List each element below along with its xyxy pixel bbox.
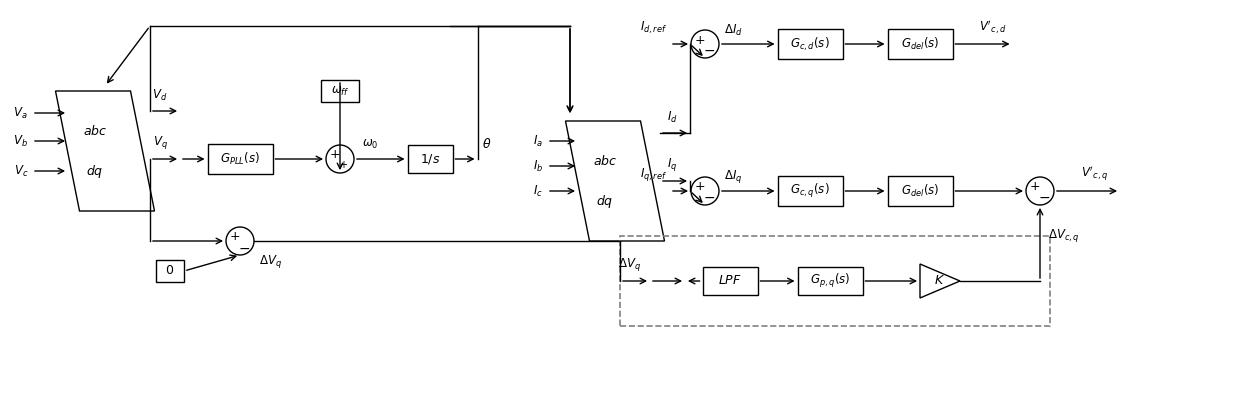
Bar xyxy=(888,29,952,59)
Text: $\Delta I_q$: $\Delta I_q$ xyxy=(724,168,743,185)
Text: $I_q$: $I_q$ xyxy=(667,156,677,173)
Text: $\omega_0$: $\omega_0$ xyxy=(362,138,378,151)
Polygon shape xyxy=(920,264,960,298)
Text: $-$: $-$ xyxy=(703,190,715,204)
Bar xyxy=(156,260,184,282)
Text: $\Delta V_q$: $\Delta V_q$ xyxy=(259,253,281,270)
Text: $+$: $+$ xyxy=(1029,180,1040,194)
Text: $G_{PLL}(s)$: $G_{PLL}(s)$ xyxy=(219,151,260,167)
Text: $\Delta V_q$: $\Delta V_q$ xyxy=(618,256,641,273)
Text: $dq$: $dq$ xyxy=(87,162,104,180)
Text: $I_{d,ref}$: $I_{d,ref}$ xyxy=(640,20,667,36)
Text: $+$: $+$ xyxy=(694,180,706,194)
Text: $I_{q,ref}$: $I_{q,ref}$ xyxy=(640,166,667,183)
Circle shape xyxy=(691,177,719,205)
Text: $LPF$: $LPF$ xyxy=(718,275,742,288)
Text: $dq$: $dq$ xyxy=(596,192,614,209)
Text: $+$: $+$ xyxy=(229,231,241,243)
Circle shape xyxy=(326,145,353,173)
Text: $V'_{c,q}$: $V'_{c,q}$ xyxy=(1081,164,1109,183)
Polygon shape xyxy=(56,91,155,211)
Text: $G_{del}(s)$: $G_{del}(s)$ xyxy=(900,36,939,52)
Text: $V_b$: $V_b$ xyxy=(14,134,29,148)
Text: $G_{del}(s)$: $G_{del}(s)$ xyxy=(900,183,939,199)
Text: $-$: $-$ xyxy=(703,43,715,57)
Text: $G_{c,d}(s)$: $G_{c,d}(s)$ xyxy=(790,35,830,53)
Text: $V_c$: $V_c$ xyxy=(14,164,29,178)
Circle shape xyxy=(226,227,254,255)
Text: $1/s$: $1/s$ xyxy=(420,152,440,166)
Text: $+$: $+$ xyxy=(694,34,706,47)
Bar xyxy=(321,80,360,102)
Text: $G_{c,q}(s)$: $G_{c,q}(s)$ xyxy=(790,182,830,200)
Text: $abc$: $abc$ xyxy=(83,124,107,138)
Circle shape xyxy=(691,30,719,58)
Text: $+$: $+$ xyxy=(340,158,348,170)
Bar xyxy=(888,176,952,206)
Bar xyxy=(777,29,842,59)
Text: $I_b$: $I_b$ xyxy=(533,158,543,174)
Text: $V'_{c,d}$: $V'_{c,d}$ xyxy=(978,18,1007,36)
Bar xyxy=(207,144,273,174)
Bar xyxy=(777,176,842,206)
Text: $0$: $0$ xyxy=(165,265,175,277)
Bar xyxy=(797,267,863,295)
Text: $\theta$: $\theta$ xyxy=(482,137,492,151)
Polygon shape xyxy=(565,121,665,241)
Text: $I_d$: $I_d$ xyxy=(667,110,677,125)
Text: $G_{p,q}(s)$: $G_{p,q}(s)$ xyxy=(810,272,851,290)
Text: $-$: $-$ xyxy=(238,241,250,255)
Bar xyxy=(620,236,1050,326)
Text: $\Delta I_d$: $\Delta I_d$ xyxy=(724,23,743,38)
Text: $I_c$: $I_c$ xyxy=(533,183,543,198)
Text: $abc$: $abc$ xyxy=(593,154,618,168)
Bar xyxy=(703,267,758,295)
Text: $V_q$: $V_q$ xyxy=(153,134,167,151)
Text: $K$: $K$ xyxy=(935,275,946,288)
Text: $V_d$: $V_d$ xyxy=(153,88,167,103)
Text: $-$: $-$ xyxy=(1038,190,1050,204)
Text: $\omega_{ff}$: $\omega_{ff}$ xyxy=(331,85,350,97)
Bar xyxy=(408,145,453,173)
Text: $\Delta V_{c,q}$: $\Delta V_{c,q}$ xyxy=(1048,227,1080,245)
Text: $+$: $+$ xyxy=(330,148,341,162)
Text: $I_a$: $I_a$ xyxy=(533,134,543,148)
Text: $V_a$: $V_a$ xyxy=(14,105,29,121)
Circle shape xyxy=(1025,177,1054,205)
